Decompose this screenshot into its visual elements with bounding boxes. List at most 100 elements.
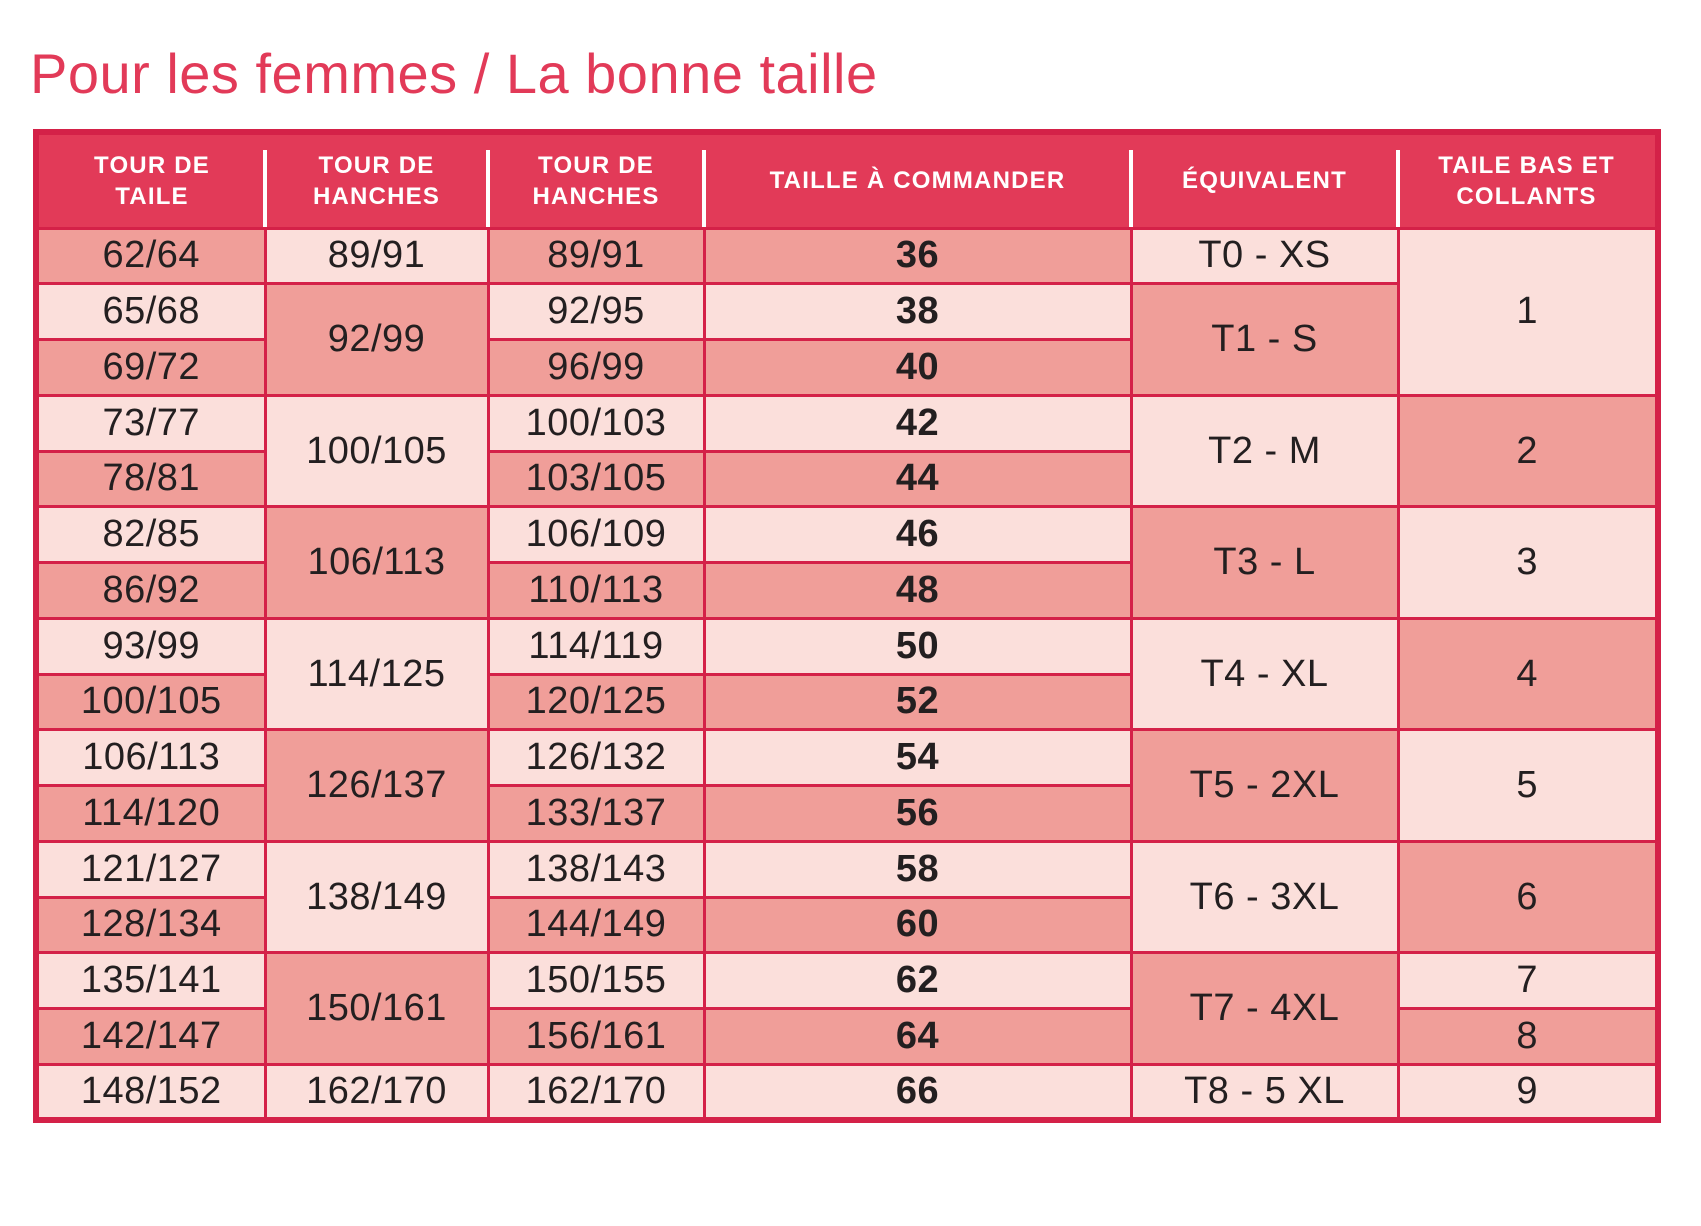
cell-waist: 148/152: [34, 1062, 267, 1122]
cell-order-size: 42: [702, 393, 1133, 453]
cell-waist: 65/68: [34, 282, 267, 341]
cell-order-size: 46: [702, 505, 1133, 564]
cell-order-size: 50: [702, 616, 1133, 676]
cell-hips-combined: 162/170: [263, 1062, 490, 1122]
cell-hips-combined: 138/149: [263, 839, 490, 955]
cell-waist: 93/99: [34, 616, 267, 676]
cell-equivalent: T5 - 2XL: [1129, 728, 1400, 843]
cell-hips-combined: 106/113: [263, 505, 490, 620]
header-row: TOUR DE TAILE TOUR DE HANCHES TOUR DE HA…: [36, 132, 1658, 230]
cell-order-size: 66: [702, 1062, 1133, 1122]
cell-order-size: 36: [702, 226, 1133, 286]
cell-equivalent: T2 - M: [1129, 393, 1400, 509]
table-row: 65/68 92/99 92/95 38 T1 - S: [34, 282, 1658, 397]
cell-hips-combined: 150/161: [263, 951, 490, 1066]
cell-order-size: 58: [702, 839, 1133, 899]
column-header-hips: TOUR DE HANCHES: [486, 132, 704, 230]
cell-waist: 100/105: [34, 672, 267, 732]
cell-waist: 142/147: [34, 1007, 267, 1066]
cell-hips: 114/119: [486, 616, 706, 676]
column-header-tights: TAILE BAS ET COLLANTS: [1396, 132, 1658, 230]
cell-hips-combined: 114/125: [263, 616, 490, 732]
cell-hips: 126/132: [486, 728, 706, 787]
table-row: 73/77 100/105 100/103 42 T2 - M 2: [34, 393, 1660, 509]
cell-hips: 96/99: [486, 338, 706, 397]
cell-waist: 121/127: [34, 839, 267, 899]
cell-equivalent: T3 - L: [1129, 505, 1400, 620]
cell-equivalent: T8 - 5 XL: [1129, 1062, 1400, 1122]
cell-order-size: 60: [702, 895, 1133, 955]
cell-order-size: 44: [702, 449, 1133, 509]
table-row: 62/64 89/91 89/91 36 T0 - XS 1: [34, 226, 1660, 397]
cell-waist: 62/64: [34, 226, 267, 286]
table-row: 128/134 144/149 60: [34, 895, 1658, 955]
cell-waist: 69/72: [34, 338, 267, 397]
cell-equivalent: T6 - 3XL: [1129, 839, 1400, 955]
table-row: 86/92 110/113 48: [34, 561, 1658, 620]
table-header: TOUR DE TAILE TOUR DE HANCHES TOUR DE HA…: [36, 132, 1658, 230]
table-row: 114/120 133/137 56: [34, 784, 1658, 843]
column-header-waist: TOUR DE TAILE: [36, 132, 265, 230]
table-row: 106/113 126/137 126/132 54 T5 - 2XL 5: [34, 728, 1660, 843]
table-row: 93/99 114/125 114/119 50 T4 - XL 4: [34, 616, 1660, 732]
table-row: 78/81 103/105 44: [34, 449, 1658, 509]
table-row: 69/72 96/99 40: [34, 338, 1658, 397]
cell-hips: 103/105: [486, 449, 706, 509]
table-body: 62/64 89/91 89/91 36 T0 - XS 1 65/68 92/…: [34, 226, 1660, 1122]
cell-equivalent: T4 - XL: [1129, 616, 1400, 732]
cell-hips: 144/149: [486, 895, 706, 955]
cell-hips: 138/143: [486, 839, 706, 899]
cell-tights: 1: [1396, 226, 1660, 397]
cell-hips-combined: 100/105: [263, 393, 490, 509]
cell-waist: 73/77: [34, 393, 267, 453]
cell-waist: 128/134: [34, 895, 267, 955]
cell-order-size: 54: [702, 728, 1133, 787]
cell-waist: 78/81: [34, 449, 267, 509]
table-row: 82/85 106/113 106/109 46 T3 - L 3: [34, 505, 1660, 620]
cell-waist: 114/120: [34, 784, 267, 843]
table-row: 100/105 120/125 52: [34, 672, 1658, 732]
cell-hips: 92/95: [486, 282, 706, 341]
cell-tights: 6: [1396, 839, 1660, 955]
cell-waist: 106/113: [34, 728, 267, 787]
cell-order-size: 48: [702, 561, 1133, 620]
cell-hips: 100/103: [486, 393, 706, 453]
cell-hips: 110/113: [486, 561, 706, 620]
cell-hips: 120/125: [486, 672, 706, 732]
table-row: 121/127 138/149 138/143 58 T6 - 3XL 6: [34, 839, 1660, 955]
cell-equivalent: T7 - 4XL: [1129, 951, 1400, 1066]
cell-hips: 150/155: [486, 951, 706, 1010]
cell-order-size: 40: [702, 338, 1133, 397]
cell-tights: 4: [1396, 616, 1660, 732]
column-header-equivalent: ÉQUIVALENT: [1129, 132, 1398, 230]
cell-order-size: 64: [702, 1007, 1133, 1066]
table-row: 135/141 150/161 150/155 62 T7 - 4XL 7: [34, 951, 1660, 1066]
cell-hips-combined: 89/91: [263, 226, 490, 286]
size-table: TOUR DE TAILE TOUR DE HANCHES TOUR DE HA…: [33, 129, 1661, 1123]
cell-order-size: 62: [702, 951, 1133, 1010]
cell-waist: 135/141: [34, 951, 267, 1010]
cell-order-size: 52: [702, 672, 1133, 732]
cell-hips: 106/109: [486, 505, 706, 564]
cell-equivalent: T1 - S: [1129, 282, 1400, 397]
cell-tights: 3: [1396, 505, 1660, 620]
cell-tights: 5: [1396, 728, 1660, 843]
cell-equivalent: T0 - XS: [1129, 226, 1400, 286]
table-row: 148/152 162/170 162/170 66 T8 - 5 XL 9: [34, 1062, 1660, 1122]
column-header-hips-combined: TOUR DE HANCHES: [263, 132, 488, 230]
cell-order-size: 56: [702, 784, 1133, 843]
cell-tights: 8: [1396, 1007, 1660, 1066]
cell-order-size: 38: [702, 282, 1133, 341]
cell-hips: 89/91: [486, 226, 706, 286]
cell-waist: 82/85: [34, 505, 267, 564]
cell-hips: 156/161: [486, 1007, 706, 1066]
cell-tights: 2: [1396, 393, 1660, 509]
cell-hips: 133/137: [486, 784, 706, 843]
cell-hips: 162/170: [486, 1062, 706, 1122]
table-row: 142/147 156/161 64 8: [34, 1007, 1660, 1066]
cell-tights: 7: [1396, 951, 1660, 1010]
page-title: Pour les femmes / La bonne taille: [30, 42, 878, 105]
cell-waist: 86/92: [34, 561, 267, 620]
cell-hips-combined: 92/99: [263, 282, 490, 397]
column-header-order-size: TAILLE À COMMANDER: [702, 132, 1131, 230]
